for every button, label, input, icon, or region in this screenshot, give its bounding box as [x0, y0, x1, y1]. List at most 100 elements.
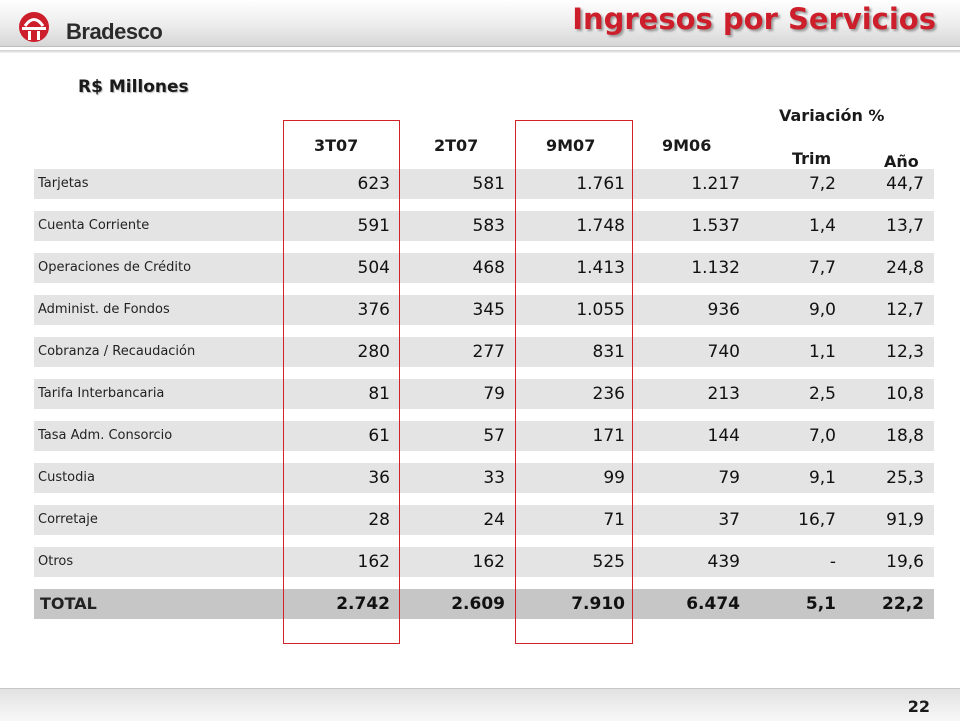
table-row [34, 463, 934, 493]
table-row [34, 421, 934, 451]
total-row [34, 589, 934, 619]
variation-header: Variación % [779, 106, 885, 125]
row-value: 171 [592, 426, 625, 446]
row-value: 376 [357, 300, 390, 320]
total-value: 22,2 [882, 594, 924, 614]
row-value: 79 [718, 468, 740, 488]
row-value: 1.748 [576, 216, 625, 236]
row-value: 162 [472, 552, 505, 572]
row-value: 468 [472, 258, 505, 278]
row-value: 16,7 [798, 510, 836, 530]
row-value: 1.132 [691, 258, 740, 278]
row-value: 33 [483, 468, 505, 488]
table-row [34, 505, 934, 535]
column-header-9m07: 9M07 [546, 136, 596, 155]
row-value: 213 [707, 384, 740, 404]
page-number: 22 [907, 697, 930, 716]
row-value: 1.055 [576, 300, 625, 320]
row-value: 936 [707, 300, 740, 320]
total-value: 2.742 [336, 594, 390, 614]
row-value: 591 [357, 216, 390, 236]
row-value: 10,8 [886, 384, 924, 404]
row-label: Custodia [38, 470, 95, 485]
row-value: 144 [707, 426, 740, 446]
row-value: 57 [483, 426, 505, 446]
column-header-9m06: 9M06 [662, 136, 712, 155]
row-value: 19,6 [886, 552, 924, 572]
row-value: 583 [472, 216, 505, 236]
table-row [34, 547, 934, 577]
row-value: 24,8 [886, 258, 924, 278]
row-value: 28 [368, 510, 390, 530]
footer-bar [0, 688, 960, 721]
row-value: 1.537 [691, 216, 740, 236]
column-header-3t07: 3T07 [314, 136, 359, 155]
row-value: 9,1 [808, 468, 836, 488]
row-value: 504 [357, 258, 390, 278]
row-value: 1.413 [576, 258, 625, 278]
table-row [34, 379, 934, 409]
total-value: 5,1 [805, 594, 836, 614]
row-value: 1,4 [808, 216, 836, 236]
row-label: Operaciones de Crédito [38, 260, 192, 275]
row-value: 2,5 [808, 384, 836, 404]
row-value: 79 [483, 384, 505, 404]
row-value: 91,9 [886, 510, 924, 530]
row-label: Cuenta Corriente [38, 218, 150, 233]
row-label: Cobranza / Recaudación [38, 344, 196, 359]
header-divider [0, 50, 960, 53]
brand-logo: Bradesco [14, 5, 214, 45]
row-label: Administ. de Fondos [38, 302, 170, 317]
row-value: 581 [472, 174, 505, 194]
row-value: 81 [368, 384, 390, 404]
total-label: TOTAL [40, 594, 97, 613]
table-row [34, 337, 934, 367]
total-value: 6.474 [686, 594, 740, 614]
table-row [34, 169, 934, 199]
row-value: 37 [718, 510, 740, 530]
row-value: 25,3 [886, 468, 924, 488]
row-value: 1.217 [691, 174, 740, 194]
brand-name: Bradesco [66, 19, 163, 44]
row-label: Corretaje [38, 512, 98, 527]
row-value: 13,7 [886, 216, 924, 236]
row-value: 7,0 [808, 426, 836, 446]
row-value: 280 [357, 342, 390, 362]
row-value: 12,7 [886, 300, 924, 320]
row-value: 7,7 [808, 258, 836, 278]
row-value: 740 [707, 342, 740, 362]
row-value: 236 [592, 384, 625, 404]
row-value: 44,7 [886, 174, 924, 194]
row-value: 36 [368, 468, 390, 488]
bradesco-tree-icon [19, 12, 49, 42]
row-value: 162 [357, 552, 390, 572]
row-label: Tasa Adm. Consorcio [38, 428, 173, 443]
column-header-2t07: 2T07 [434, 136, 479, 155]
row-value: - [829, 552, 836, 572]
row-value: 623 [357, 174, 390, 194]
row-label: Tarifa Interbancaria [38, 386, 165, 401]
units-subtitle: R$ Millones [78, 77, 189, 97]
row-value: 71 [603, 510, 625, 530]
table-row [34, 211, 934, 241]
table-row [34, 295, 934, 325]
row-value: 525 [592, 552, 625, 572]
row-value: 9,0 [808, 300, 836, 320]
row-value: 277 [472, 342, 505, 362]
row-value: 61 [368, 426, 390, 446]
row-label: Tarjetas [38, 176, 89, 191]
row-value: 7,2 [808, 174, 836, 194]
row-value: 12,3 [886, 342, 924, 362]
total-value: 7.910 [571, 594, 625, 614]
row-value: 831 [592, 342, 625, 362]
row-value: 18,8 [886, 426, 924, 446]
total-value: 2.609 [451, 594, 505, 614]
table-row [34, 253, 934, 283]
row-value: 345 [472, 300, 505, 320]
header-bar [0, 0, 960, 47]
row-value: 24 [483, 510, 505, 530]
row-value: 99 [603, 468, 625, 488]
column-header-trim: Trim [792, 149, 832, 168]
row-value: 1,1 [808, 342, 836, 362]
row-value: 1.761 [576, 174, 625, 194]
